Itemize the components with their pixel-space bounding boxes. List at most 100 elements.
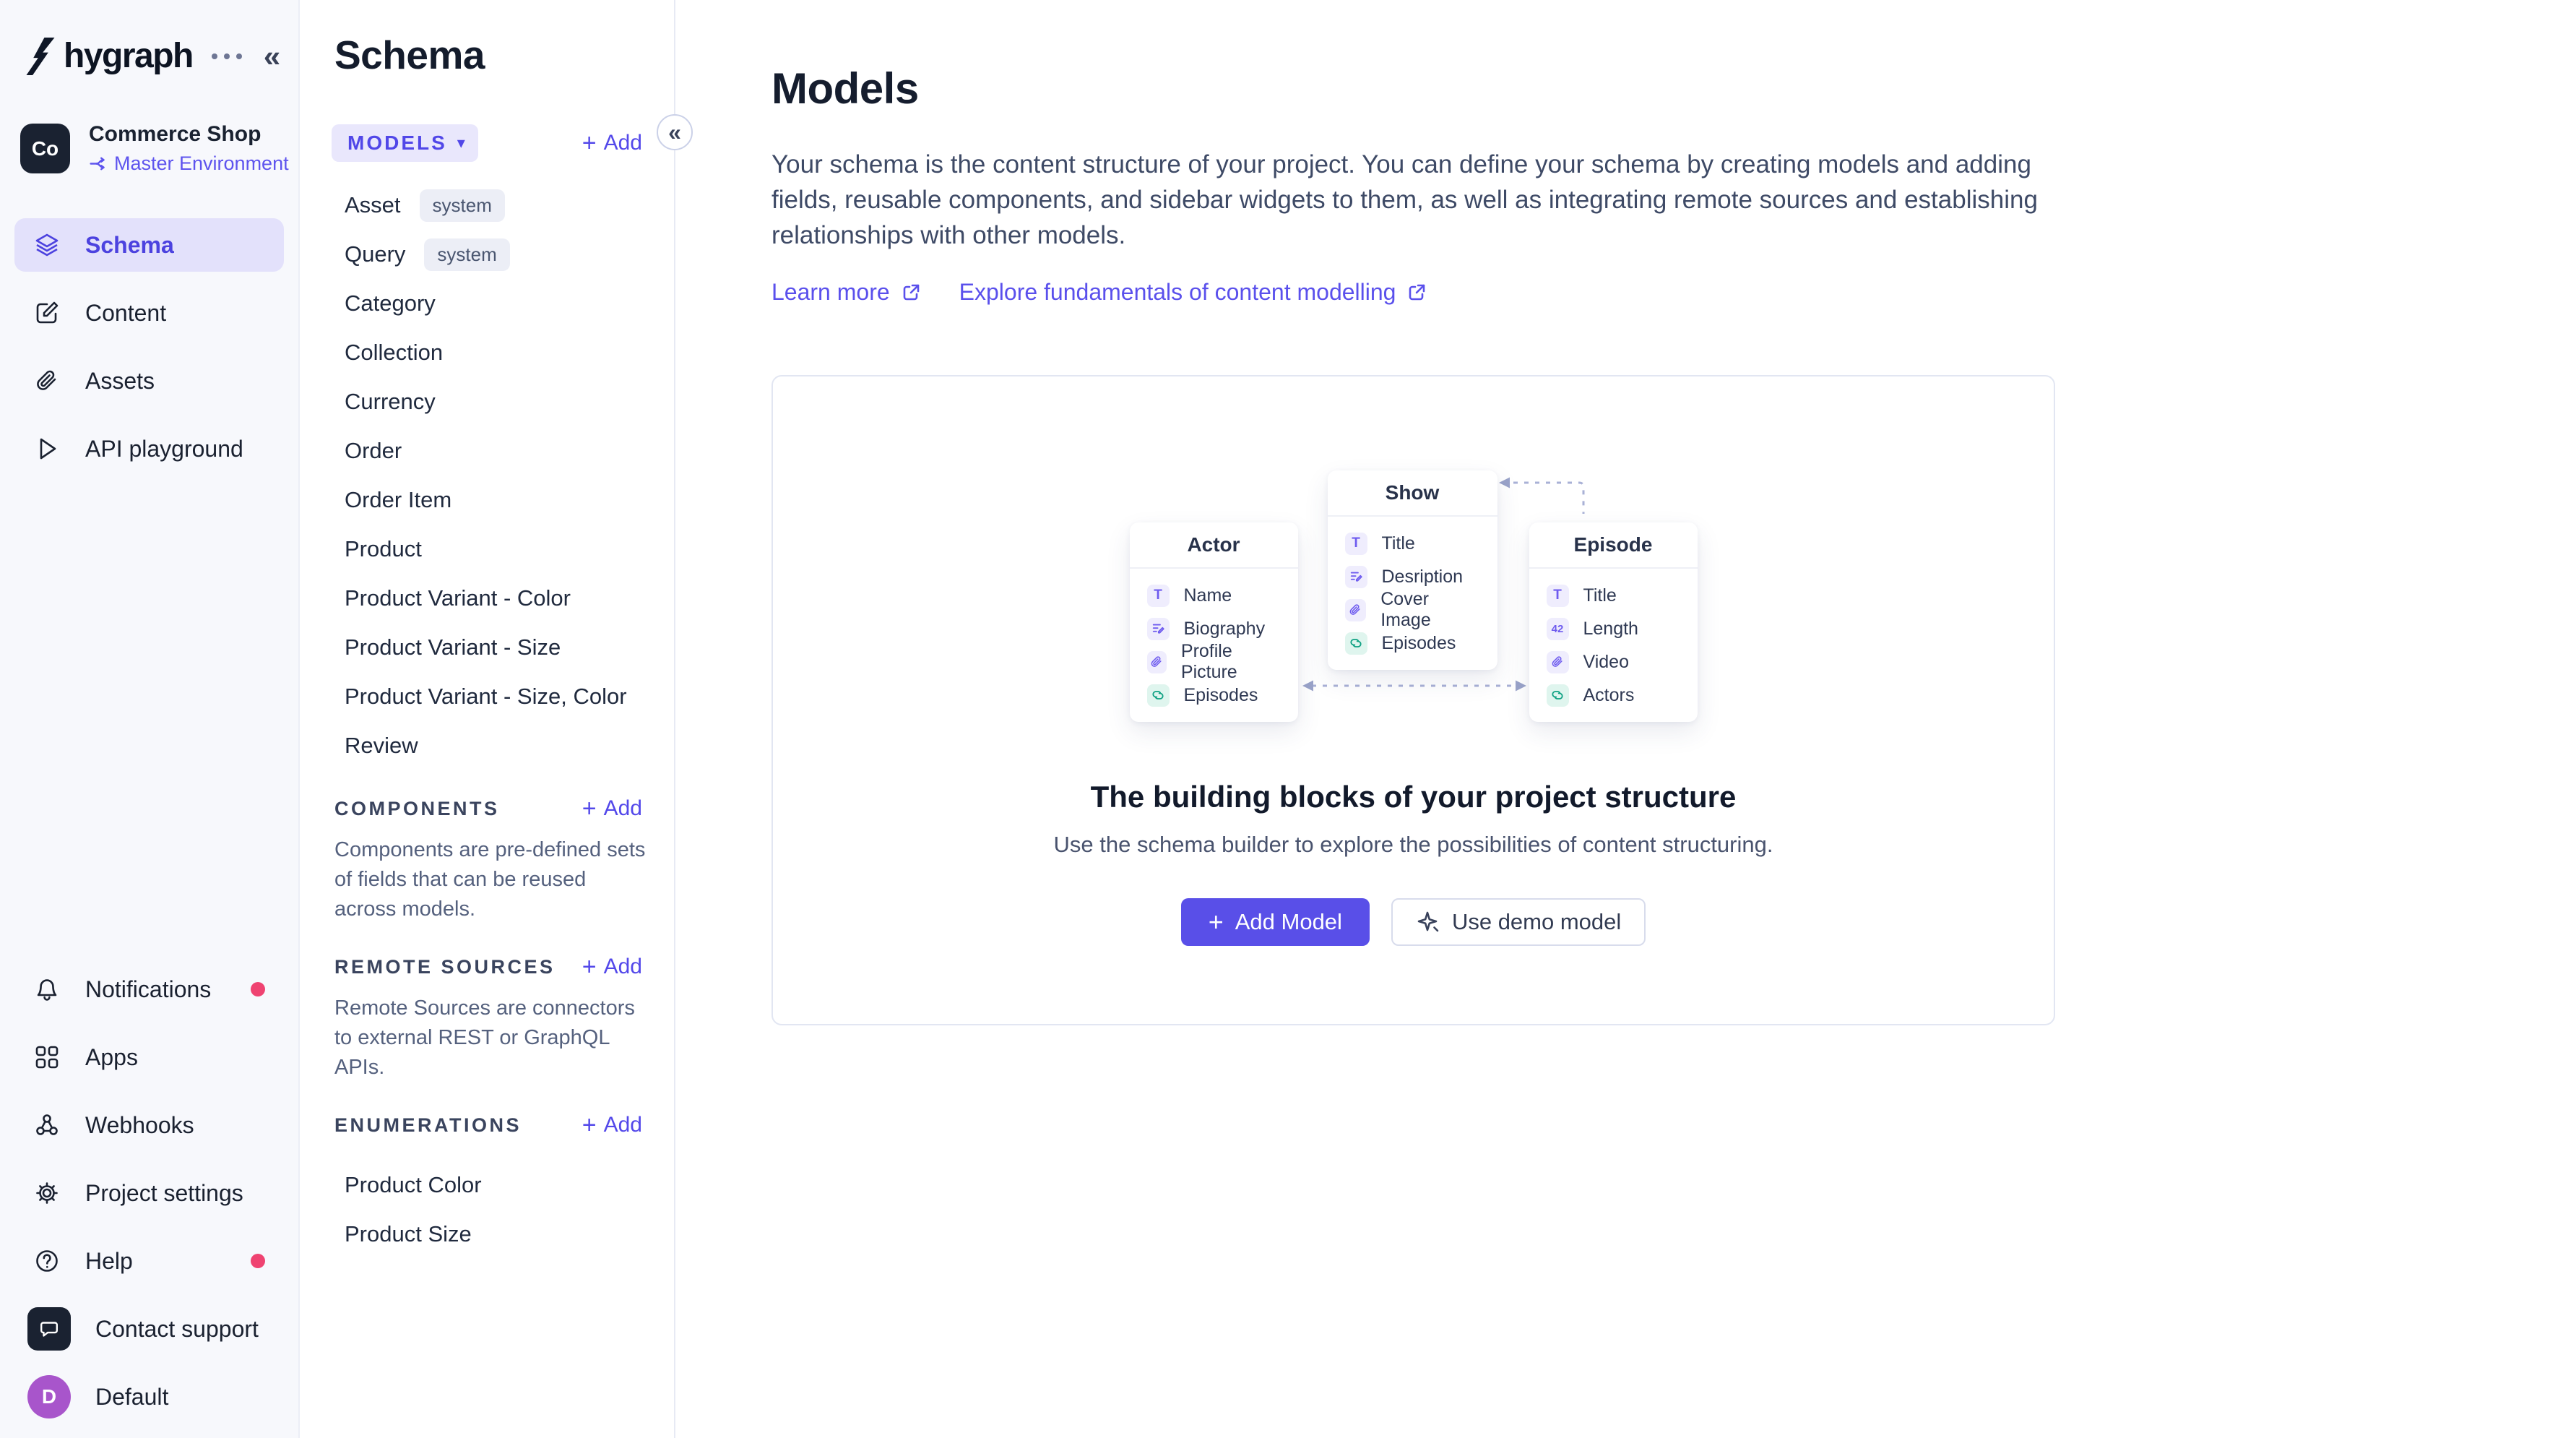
sidebar-collapse-icon[interactable]: « — [263, 38, 281, 73]
components-section-header: COMPONENTS + Add — [334, 796, 642, 821]
more-icon[interactable] — [211, 53, 242, 59]
components-title: COMPONENTS — [334, 797, 500, 819]
help-circle-icon — [33, 1247, 61, 1275]
model-item-query[interactable]: Query system — [300, 230, 674, 279]
explore-fundamentals-link[interactable]: Explore fundamentals of content modellin… — [959, 279, 1428, 306]
sidebar-item-label: Schema — [85, 231, 174, 258]
enum-name: Product Color — [345, 1172, 482, 1197]
model-item-product-variant-color[interactable]: Product Variant - Color — [300, 574, 674, 623]
add-label: Add — [603, 955, 642, 978]
diagram-field: Episodes — [1146, 679, 1281, 712]
sidebar-item-label: Assets — [85, 367, 155, 394]
project-avatar: Co — [20, 124, 70, 173]
model-item-product-variant-size-color[interactable]: Product Variant - Size, Color — [300, 672, 674, 721]
sidebar-item-user-default[interactable]: D Default — [14, 1370, 284, 1424]
model-item-currency[interactable]: Currency — [300, 377, 674, 426]
model-item-collection[interactable]: Collection — [300, 328, 674, 377]
models-dropdown[interactable]: MODELS ▾ — [332, 124, 478, 162]
text-field-icon: T — [1344, 532, 1367, 555]
paperclip-icon — [33, 367, 61, 395]
learn-more-link[interactable]: Learn more — [771, 279, 922, 306]
asset-field-icon — [1344, 598, 1367, 621]
project-name: Commerce Shop — [89, 122, 262, 146]
plus-icon: + — [582, 1111, 597, 1139]
models-dropdown-label: MODELS — [347, 132, 447, 154]
environment-link[interactable]: Master Environment — [89, 152, 289, 175]
model-item-order[interactable]: Order — [300, 426, 674, 475]
model-name: Query — [345, 241, 406, 267]
field-label: Episodes — [1381, 632, 1456, 653]
enum-item-product-color[interactable]: Product Color — [300, 1161, 674, 1210]
collapse-icon: « — [668, 119, 681, 145]
enum-item-product-size[interactable]: Product Size — [300, 1210, 674, 1259]
use-demo-model-button[interactable]: Use demo model — [1391, 898, 1646, 946]
sidebar-item-label: Help — [85, 1247, 133, 1274]
hygraph-logo-icon[interactable] — [26, 37, 55, 75]
panel-collapse-button[interactable]: « — [657, 114, 693, 150]
empty-state-buttons: + Add Model Use demo model — [773, 898, 2054, 946]
diagram-field: T Name — [1146, 579, 1281, 612]
sidebar-item-schema[interactable]: Schema — [14, 218, 284, 272]
remote-sources-section-header: REMOTE SOURCES + Add — [334, 955, 642, 979]
diagram-field: Actors — [1546, 679, 1680, 712]
diagram-model-episode: Episode T Title 42 Length — [1529, 522, 1698, 722]
link-label: Learn more — [771, 279, 890, 305]
link-label: Explore fundamentals of content modellin… — [959, 279, 1396, 305]
sidebar-item-project-settings[interactable]: Project settings — [14, 1166, 284, 1220]
hygraph-wordmark[interactable]: hygraph — [64, 37, 194, 75]
sidebar-item-contact-support[interactable]: Contact support — [14, 1302, 284, 1356]
project-switcher[interactable]: Co Commerce Shop Master Environment — [20, 122, 298, 175]
sidebar-item-webhooks[interactable]: Webhooks — [14, 1098, 284, 1152]
wand-icon — [1416, 910, 1440, 934]
help-dot — [251, 1254, 265, 1268]
field-label: Length — [1583, 618, 1638, 639]
model-name: Asset — [345, 192, 401, 218]
model-item-product[interactable]: Product — [300, 525, 674, 574]
model-name: Product Variant - Size, Color — [345, 684, 627, 709]
sidebar-item-content[interactable]: Content — [14, 286, 284, 340]
sidebar-item-help[interactable]: Help — [14, 1234, 284, 1288]
button-label: Use demo model — [1451, 909, 1622, 934]
diagram-field: Profile Picture — [1146, 641, 1281, 682]
field-label: Desription — [1381, 566, 1464, 587]
diagram-model-show: Show T Title — [1327, 470, 1497, 670]
add-remote-source-link[interactable]: + Add — [582, 955, 642, 979]
relation-arrows — [1302, 477, 1584, 692]
sidebar-item-label: Webhooks — [85, 1111, 194, 1138]
sidebar-item-label: Default — [95, 1383, 169, 1410]
model-item-order-item[interactable]: Order Item — [300, 475, 674, 525]
models-section-header: MODELS ▾ + Add — [332, 124, 642, 162]
empty-state-card: Actor T Name — [771, 375, 2055, 1025]
model-name: Order Item — [345, 487, 452, 512]
add-component-link[interactable]: + Add — [582, 796, 642, 821]
model-item-product-variant-size[interactable]: Product Variant - Size — [300, 623, 674, 672]
richtext-field-icon — [1344, 565, 1367, 588]
chevron-down-icon: ▾ — [457, 134, 465, 152]
edit-square-icon — [33, 299, 61, 327]
diagram-field: Biography — [1146, 612, 1281, 645]
diagram-field: T Title — [1546, 579, 1680, 612]
relation-field-icon — [1546, 684, 1569, 707]
model-item-asset[interactable]: Asset system — [300, 181, 674, 230]
add-model-button[interactable]: + Add Model — [1180, 898, 1370, 946]
field-label: Episodes — [1183, 684, 1258, 705]
model-item-review[interactable]: Review — [300, 721, 674, 770]
sidebar-item-apps[interactable]: Apps — [14, 1030, 284, 1084]
bell-icon — [33, 976, 61, 1003]
enumeration-list: Product Color Product Size — [300, 1161, 674, 1259]
model-name: Collection — [345, 340, 444, 365]
system-badge: system — [419, 189, 505, 222]
relation-field-icon — [1344, 632, 1367, 655]
play-icon — [33, 435, 61, 462]
add-enumeration-link[interactable]: + Add — [582, 1113, 642, 1137]
sidebar: hygraph « Co Commerce Shop Master Enviro… — [0, 0, 300, 1438]
sidebar-item-api-playground[interactable]: API playground — [14, 422, 284, 475]
sidebar-item-label: Notifications — [85, 976, 212, 1002]
sidebar-item-assets[interactable]: Assets — [14, 354, 284, 408]
sidebar-bottom-nav: Notifications Apps — [0, 963, 298, 1424]
panel-title: Schema — [334, 33, 485, 77]
model-item-category[interactable]: Category — [300, 279, 674, 328]
chat-icon — [27, 1307, 71, 1351]
sidebar-item-notifications[interactable]: Notifications — [14, 963, 284, 1016]
add-model-link[interactable]: + Add — [582, 131, 642, 155]
